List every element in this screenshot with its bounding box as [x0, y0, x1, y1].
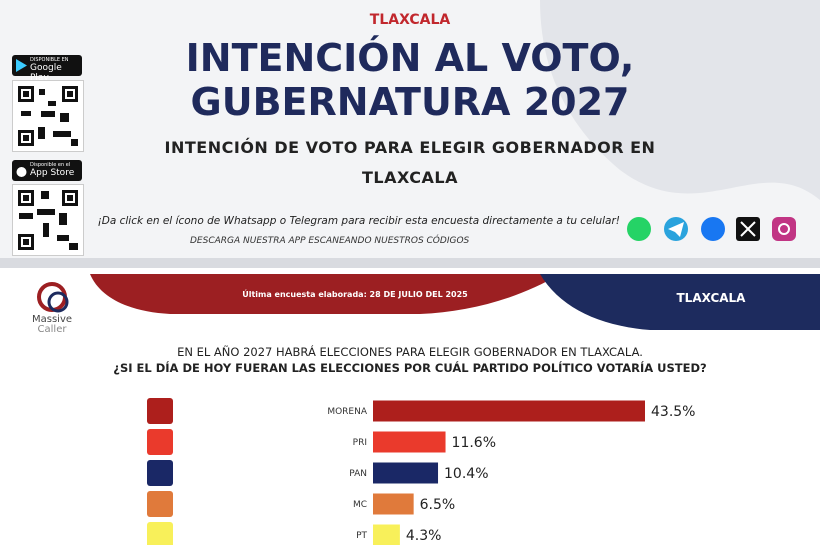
- background-shape: [540, 0, 820, 200]
- facebook-icon[interactable]: [701, 217, 725, 241]
- banner-red: [90, 274, 560, 314]
- qr-code: [12, 184, 84, 256]
- party-logo: [147, 460, 173, 486]
- instagram-glyph: [778, 223, 790, 235]
- play-icon: [16, 59, 27, 72]
- category-label: PAN: [349, 469, 367, 479]
- survey-panel: Última encuesta elaborada: 28 DE JULIO D…: [0, 268, 820, 545]
- cta: ¡Da click en el ícono de Whatsapp o Tele…: [97, 215, 620, 227]
- telegram-glyph: [668, 222, 684, 237]
- party-logo: [147, 398, 173, 424]
- title: INTENCIÓN AL VOTO, GUBERNATURA 2027: [0, 36, 820, 124]
- apple-icon: [16, 167, 27, 177]
- category-label: PRI: [353, 438, 367, 448]
- value-label: 6.5%: [420, 497, 456, 513]
- badge-store: Google Play: [30, 63, 62, 83]
- qr-pattern: [18, 86, 78, 146]
- download-note: DESCARGA NUESTRA APP ESCANEANDO NUESTROS…: [190, 236, 470, 246]
- logo-text: Caller: [38, 324, 68, 335]
- subtitle: INTENCIÓN DE VOTO PARA ELEGIR GOBERNADOR…: [164, 138, 656, 187]
- intro: EN EL AÑO 2027 HABRÁ ELECCIONES PARA ELE…: [177, 344, 643, 359]
- badge-store: App Store: [30, 168, 75, 178]
- social-icons: [627, 217, 796, 241]
- chart: Última encuesta elaborada: 28 DE JULIO D…: [32, 274, 820, 545]
- question: ¿SI EL DÍA DE HOY FUERAN LAS ELECCIONES …: [113, 360, 706, 375]
- header-panel: TLAXCALA INTENCIÓN AL VOTO, GUBERNATURA …: [0, 0, 820, 258]
- category-label: MC: [353, 500, 367, 510]
- category-label: PT: [356, 531, 367, 541]
- bar: [373, 462, 439, 484]
- bar: [373, 431, 446, 453]
- badge-small: Disponible en el: [30, 162, 71, 168]
- value-label: 10.4%: [444, 466, 488, 482]
- value-label: 11.6%: [452, 435, 496, 451]
- category-label: MORENA: [327, 407, 368, 417]
- bar: [373, 400, 645, 422]
- title-line: GUBERNATURA 2027: [190, 80, 630, 124]
- banner-navy: [540, 274, 820, 330]
- qr-pattern: [18, 190, 78, 250]
- qr-code: [12, 80, 84, 152]
- title-line: INTENCIÓN AL VOTO,: [185, 36, 635, 80]
- instagram-icon[interactable]: [772, 217, 796, 241]
- party-logo: [147, 522, 173, 545]
- date-note: Última encuesta elaborada: 28 DE JULIO D…: [242, 288, 468, 299]
- google-play-badge[interactable]: DISPONIBLE EN Google Play: [12, 55, 82, 83]
- value-label: 4.3%: [406, 528, 442, 544]
- party-logo: [147, 491, 173, 517]
- logo-text: Massive: [32, 314, 72, 325]
- whatsapp-icon[interactable]: [627, 217, 651, 241]
- party-logo: [147, 429, 173, 455]
- banner-region: TLAXCALA: [677, 291, 747, 305]
- x-glyph: [740, 221, 756, 237]
- bar: [373, 524, 400, 545]
- logo-mark: [47, 291, 69, 313]
- bar: [373, 493, 414, 515]
- region: TLAXCALA: [369, 12, 451, 28]
- background-logo: [540, 0, 820, 200]
- badge-small: DISPONIBLE EN: [30, 57, 69, 63]
- value-label: 43.5%: [651, 404, 695, 420]
- app-store-badge[interactable]: Disponible en el App Store: [12, 160, 82, 181]
